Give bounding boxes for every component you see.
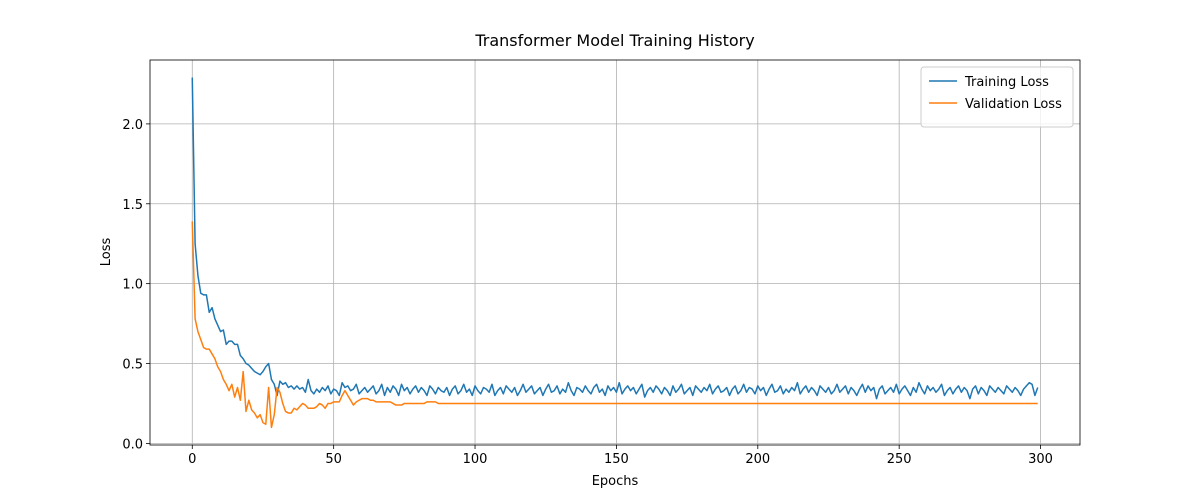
y-axis-label: Loss xyxy=(99,238,114,267)
legend-label: Validation Loss xyxy=(965,97,1062,112)
x-tick-label: 100 xyxy=(463,452,488,467)
y-tick-label: 1.5 xyxy=(122,198,143,213)
plot-frame xyxy=(149,59,1081,446)
x-axis-label: Epochs xyxy=(592,474,639,489)
legend-label: Training Loss xyxy=(964,75,1049,90)
y-tick-label: 1.0 xyxy=(122,278,143,293)
line-series xyxy=(191,221,1038,429)
y-tick-label: 2.0 xyxy=(122,118,143,133)
x-tick-label: 0 xyxy=(188,452,196,467)
x-tick-label: 50 xyxy=(325,452,342,467)
chart-title: Transformer Model Training History xyxy=(474,31,754,50)
legend-box xyxy=(920,66,1074,128)
y-tick-label: 0.0 xyxy=(122,437,143,452)
y-tick-label: 0.5 xyxy=(122,358,143,373)
x-tick-label: 300 xyxy=(1028,452,1053,467)
legend: Training Loss Validation Loss xyxy=(920,66,1074,128)
x-tick-label: 200 xyxy=(745,452,770,467)
x-tick-label: 250 xyxy=(887,452,912,467)
x-tick-label: 150 xyxy=(604,452,629,467)
line-series xyxy=(191,77,1039,400)
